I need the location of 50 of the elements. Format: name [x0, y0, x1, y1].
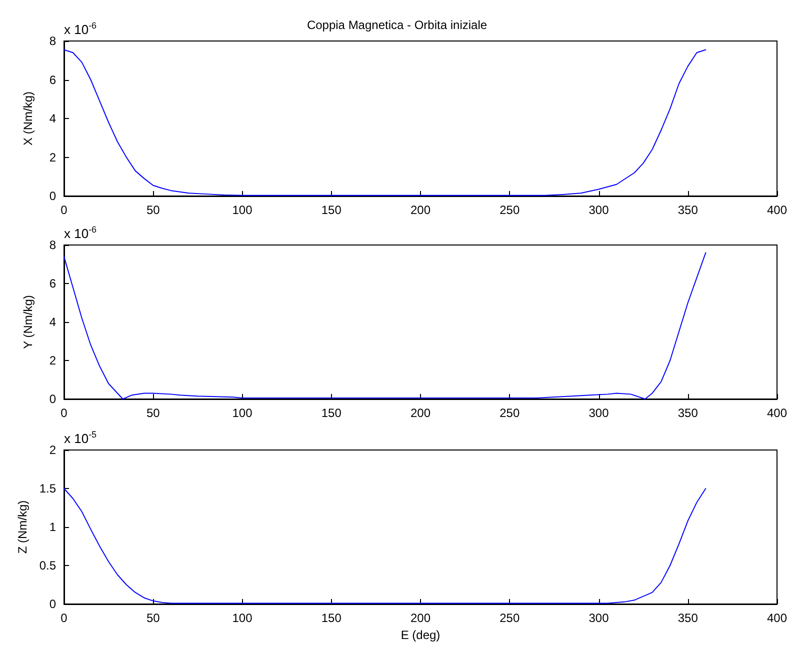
x-tick-label: 300 [588, 611, 610, 625]
y-tick-label: 2 [49, 354, 56, 368]
x-tick-label: 200 [410, 406, 431, 420]
x-tick-label: 50 [146, 406, 160, 420]
y-tick-label: 1.5 [39, 482, 56, 496]
x-tick-label: 400 [766, 611, 788, 625]
x-tick-label: 150 [321, 203, 342, 217]
y-tick-label: 6 [49, 72, 56, 87]
y-tick-label: 0 [49, 189, 56, 203]
x-axis-title: E (deg) [400, 628, 440, 642]
y-tick-label: 2 [49, 150, 56, 164]
x-tick-label: 200 [410, 203, 431, 217]
y-axis-title: X (Nm/kg) [21, 91, 35, 146]
y-tick-label: 4 [49, 315, 56, 329]
x-tick-label: 100 [232, 611, 253, 625]
y-tick-label: 0 [49, 392, 56, 406]
chart-title: Coppia Magnetica - Orbita iniziale [306, 18, 488, 32]
line-series [64, 49, 706, 196]
x-tick-label: 0 [60, 611, 68, 625]
x-tick-label: 300 [588, 203, 610, 217]
y-tick-label: 4 [49, 112, 56, 126]
x-tick-label: 250 [500, 611, 520, 625]
x-tick-label: 150 [321, 611, 342, 625]
x-tick-label: 400 [766, 406, 788, 420]
y-tick-label: 6 [49, 276, 56, 290]
x-tick-label: 0 [60, 406, 68, 420]
y-axis-title: Z (Nm/kg) [15, 500, 30, 554]
x-tick-label: 0 [60, 203, 68, 217]
x-tick-label: 250 [500, 406, 520, 420]
x-tick-label: 300 [588, 406, 610, 420]
y-tick-label: 2 [49, 443, 56, 457]
x-tick-label: 400 [766, 203, 788, 217]
x-tick-label: 50 [146, 611, 160, 625]
y-tick-label: 1 [49, 520, 56, 534]
line-series [64, 488, 706, 604]
y-tick-label: 0.5 [39, 558, 56, 572]
x-tick-label: 100 [232, 406, 253, 420]
x-tick-label: 350 [678, 406, 698, 420]
x-tick-label: 350 [678, 203, 698, 217]
x-tick-label: 150 [321, 406, 342, 420]
line-series [64, 252, 706, 400]
x-tick-label: 200 [410, 611, 431, 625]
y-tick-label: 8 [49, 238, 56, 252]
x-tick-label: 350 [678, 611, 698, 625]
y-axis-title: Y (Nm/kg) [21, 295, 35, 349]
y-tick-label: 8 [49, 34, 56, 48]
y-tick-label: 0 [49, 597, 56, 611]
x-tick-label: 50 [146, 203, 160, 217]
x-tick-label: 250 [500, 203, 520, 217]
x-tick-label: 100 [232, 203, 253, 217]
